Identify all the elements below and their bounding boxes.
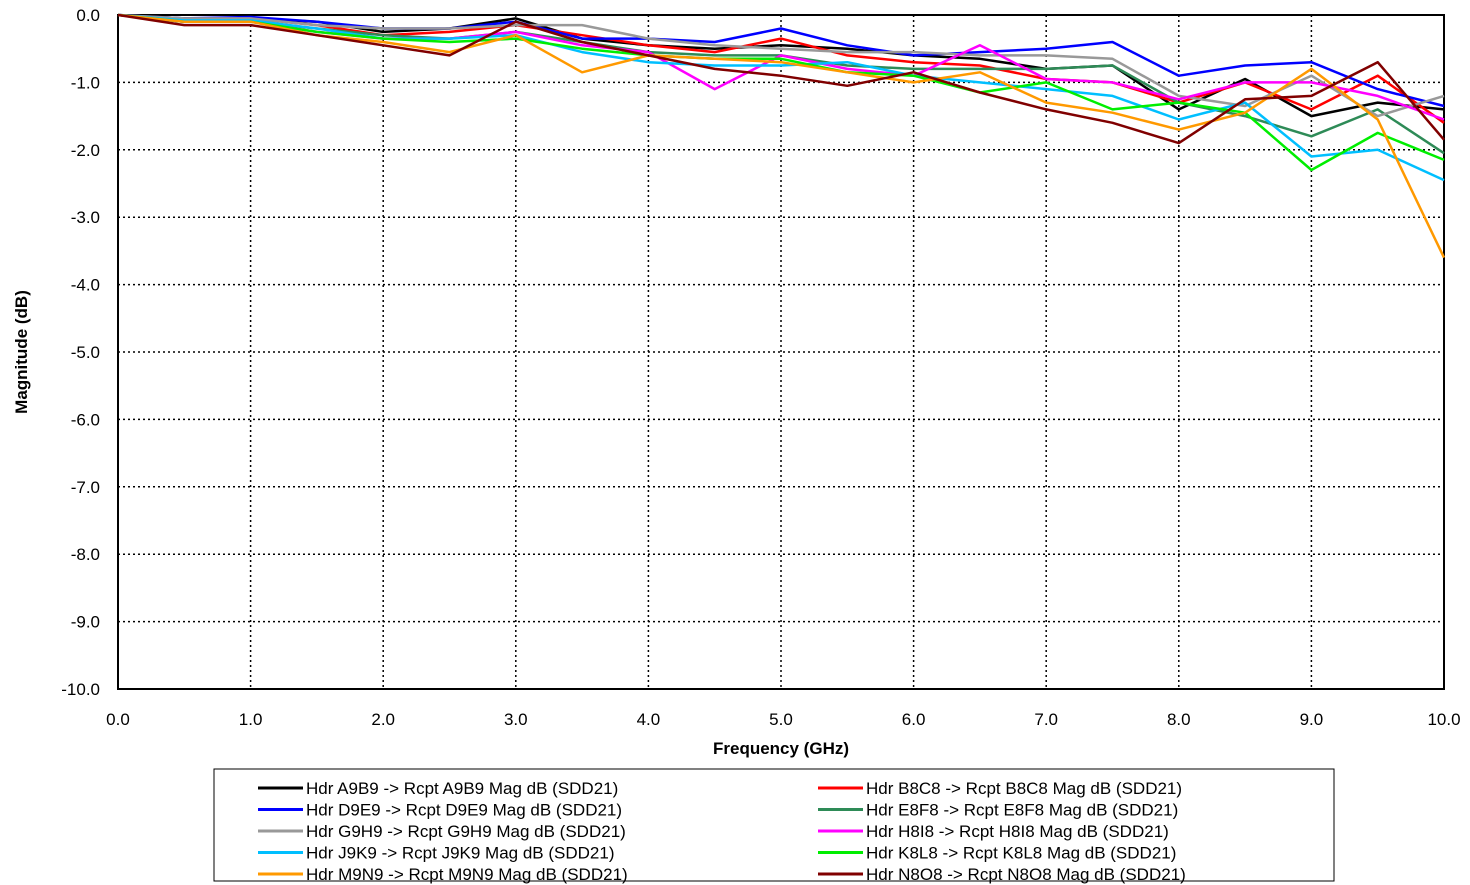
y-tick-label: -10.0 <box>61 680 100 699</box>
legend-label-1: Hdr A9B9 -> Rcpt A9B9 Mag dB (SDD21) <box>306 779 618 798</box>
series-line-8 <box>117 13 1445 172</box>
y-tick-label: -7.0 <box>71 478 100 497</box>
legend-label-3: Hdr D9E9 -> Rcpt D9E9 Mag dB (SDD21) <box>306 801 622 820</box>
x-tick-label: 9.0 <box>1300 710 1324 729</box>
legend-label-4: Hdr E8F8 -> Rcpt E8F8 Mag dB (SDD21) <box>866 801 1178 820</box>
series-line-5 <box>117 13 1445 118</box>
y-tick-label: -6.0 <box>71 410 100 429</box>
plot-area-frame <box>117 14 1445 690</box>
x-tick-label: 10.0 <box>1427 710 1460 729</box>
x-tick-label: 3.0 <box>504 710 528 729</box>
legend: Hdr A9B9 -> Rcpt A9B9 Mag dB (SDD21) Hdr … <box>213 768 1335 884</box>
y-tick-label: -1.0 <box>71 73 100 92</box>
series-line-10 <box>117 13 1445 145</box>
y-tick-label: -9.0 <box>71 613 100 632</box>
legend-label-10: Hdr N8O8 -> Rcpt N8O8 Mag dB (SDD21) <box>866 865 1186 884</box>
legend-label-8: Hdr K8L8 -> Rcpt K8L8 Mag dB (SDD21) <box>866 844 1176 863</box>
legend-label-9: Hdr M9N9 -> Rcpt M9N9 Mag dB (SDD21) <box>306 865 628 884</box>
series-line-3 <box>117 13 1445 108</box>
legend-label-6: Hdr H8I8 -> Rcpt H8I8 Mag dB (SDD21) <box>866 822 1169 841</box>
legend-label-7: Hdr J9K9 -> Rcpt J9K9 Mag dB (SDD21) <box>306 844 614 863</box>
y-tick-label: 0.0 <box>76 6 100 25</box>
y-tick-label: -5.0 <box>71 343 100 362</box>
x-tick-label: 0.0 <box>106 710 130 729</box>
y-tick-label: -3.0 <box>71 208 100 227</box>
series-group <box>117 13 1446 259</box>
plot-grid <box>118 15 1444 689</box>
x-tick-label: 1.0 <box>239 710 263 729</box>
x-tick-label: 2.0 <box>371 710 395 729</box>
x-tick-label: 8.0 <box>1167 710 1191 729</box>
x-tick-label: 4.0 <box>637 710 661 729</box>
y-tick-label: -2.0 <box>71 141 100 160</box>
legend-label-2: Hdr B8C8 -> Rcpt B8C8 Mag dB (SDD21) <box>866 779 1182 798</box>
y-tick-labels: 0.0 -1.0 -2.0 -3.0 -4.0 -5.0 -6.0 -7.0 -8.0 -9.0 -… <box>61 6 100 699</box>
y-axis-title: Magnitude (dB) <box>12 290 31 414</box>
x-tick-label: 5.0 <box>769 710 793 729</box>
x-tick-labels: 0.0 1.0 2.0 3.0 4.0 5.0 6.0 7.0 8.0 9.0 10.0 <box>106 710 1460 729</box>
legend-box <box>213 768 1335 882</box>
x-axis-title: Frequency (GHz) <box>713 739 849 758</box>
y-tick-label: -8.0 <box>71 545 100 564</box>
x-tick-label: 7.0 <box>1034 710 1058 729</box>
legend-label-5: Hdr G9H9 -> Rcpt G9H9 Mag dB (SDD21) <box>306 822 626 841</box>
y-tick-label: -4.0 <box>71 276 100 295</box>
x-tick-label: 6.0 <box>902 710 926 729</box>
